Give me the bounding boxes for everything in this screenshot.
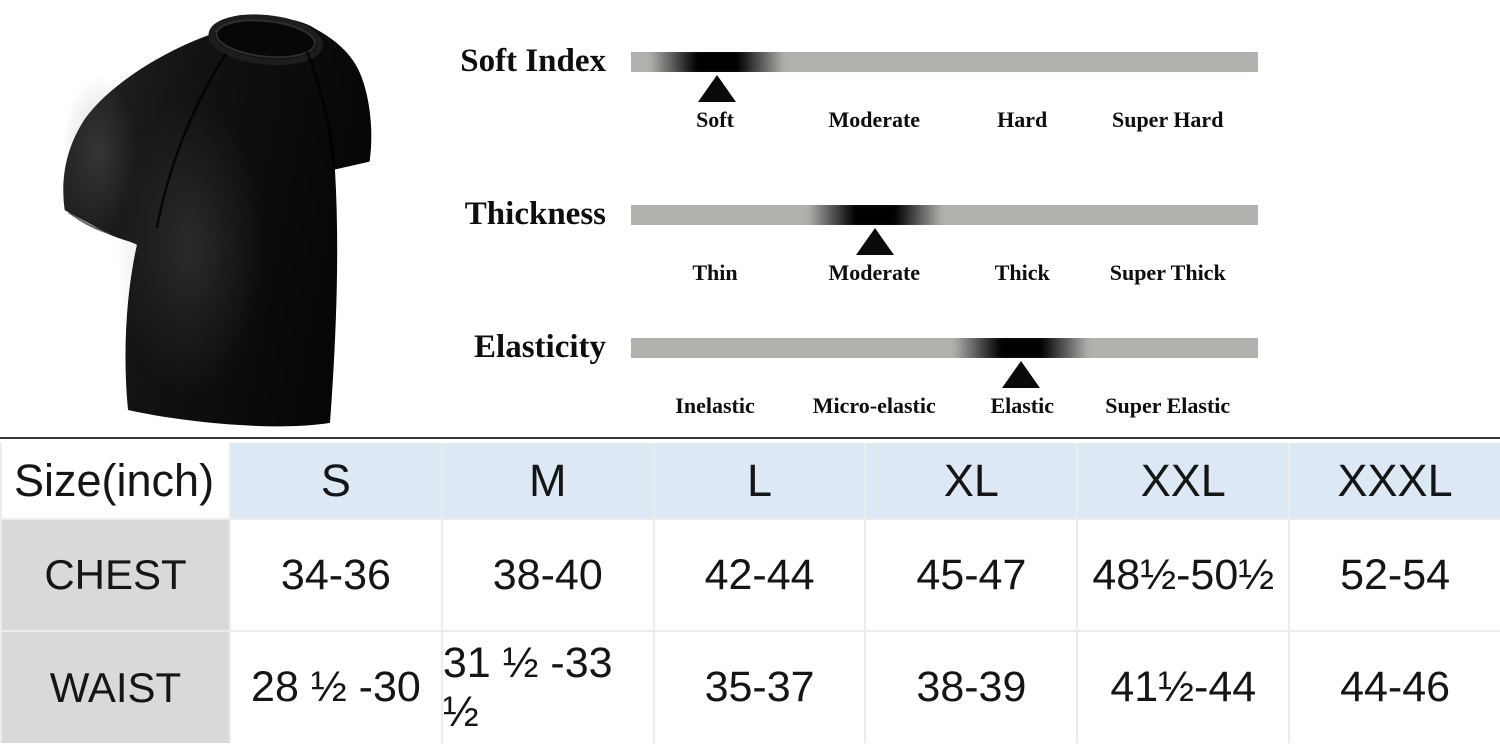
- scale-label: Moderate: [828, 107, 921, 132]
- elasticity-bar: [631, 338, 1258, 358]
- scale-label: Micro-elastic: [812, 393, 936, 418]
- scale-label: Elastic: [990, 393, 1055, 418]
- tshirt-collar-band: [208, 14, 323, 66]
- column-header-xxxl: XXXL: [1290, 443, 1500, 518]
- soft-index-labels: Soft Moderate Hard Super Hard: [631, 106, 1258, 134]
- tshirt-highlight: [116, 99, 265, 397]
- row-label-waist: WAIST: [2, 632, 229, 743]
- scale-label: Hard: [997, 107, 1048, 132]
- waist-value-s: 28 ½ -30: [231, 632, 441, 743]
- elasticity-title: Elasticity: [474, 329, 606, 365]
- soft-index-title: Soft Index: [460, 43, 606, 79]
- scale-label: Soft: [696, 107, 734, 132]
- elasticity-pointer-icon: [1001, 361, 1040, 388]
- column-header-xxl: XXL: [1078, 443, 1289, 518]
- column-header-m: M: [442, 443, 653, 518]
- tshirt-sleeve-highlight: [61, 74, 137, 233]
- thickness-bar: [631, 205, 1258, 225]
- chest-value-xl: 45-47: [866, 520, 1077, 630]
- soft-index-bar: [631, 52, 1258, 72]
- scale-label: Inelastic: [675, 393, 755, 418]
- chest-value-l: 42-44: [654, 520, 865, 630]
- waist-value-xxxl: 44-46: [1290, 632, 1500, 743]
- waist-value-xxl: 41½-44: [1078, 632, 1289, 743]
- soft-index-scale: Soft Moderate Hard Super Hard: [631, 52, 1258, 144]
- thickness-scale: Thin Moderate Thick Super Thick: [631, 205, 1258, 297]
- column-header-xl: XL: [866, 443, 1077, 518]
- tshirt-raglan-seam-left: [155, 52, 228, 229]
- elasticity-scale: Inelastic Micro-elastic Elastic Super El…: [631, 338, 1258, 430]
- black-tshirt-image: [61, 14, 372, 427]
- scale-label: Thick: [994, 260, 1050, 285]
- soft-index-level-mark: [649, 52, 785, 72]
- scale-label: Thin: [692, 260, 738, 285]
- chest-value-m: 38-40: [442, 520, 653, 630]
- elasticity-labels: Inelastic Micro-elastic Elastic Super El…: [631, 392, 1258, 420]
- waist-value-m: 31 ½ -33 ½: [442, 632, 653, 743]
- column-header-l: L: [654, 443, 865, 518]
- size-unit-header: Size(inch): [2, 443, 229, 518]
- scale-label: Super Elastic: [1105, 393, 1231, 418]
- scale-label: Super Hard: [1111, 107, 1224, 132]
- scale-label: Moderate: [828, 260, 921, 285]
- soft-index-pointer-icon: [697, 75, 736, 102]
- chest-value-s: 34-36: [231, 520, 441, 630]
- chest-value-xxxl: 52-54: [1290, 520, 1500, 630]
- waist-value-xl: 38-39: [866, 632, 1077, 743]
- tshirt-raglan-seam-right: [306, 51, 336, 167]
- size-chart-grid: Size(inch) S M L XL XXL XXXL CHEST 34-36…: [0, 443, 1500, 743]
- tshirt-collar-opening: [215, 19, 316, 59]
- thickness-pointer-icon: [855, 228, 894, 255]
- tshirt-sleeve-hem-seam: [68, 211, 112, 235]
- column-header-s: S: [231, 443, 441, 518]
- chest-value-xxl: 48½-50½: [1078, 520, 1289, 630]
- elasticity-level-mark: [953, 338, 1089, 358]
- thickness-level-mark: [807, 205, 943, 225]
- thickness-title: Thickness: [464, 196, 606, 232]
- waist-value-l: 35-37: [654, 632, 865, 743]
- row-label-chest: CHEST: [2, 520, 229, 630]
- size-chart: Size(inch) S M L XL XXL XXXL CHEST 34-36…: [0, 437, 1500, 743]
- scale-label: Super Thick: [1109, 260, 1226, 285]
- thickness-labels: Thin Moderate Thick Super Thick: [631, 259, 1258, 287]
